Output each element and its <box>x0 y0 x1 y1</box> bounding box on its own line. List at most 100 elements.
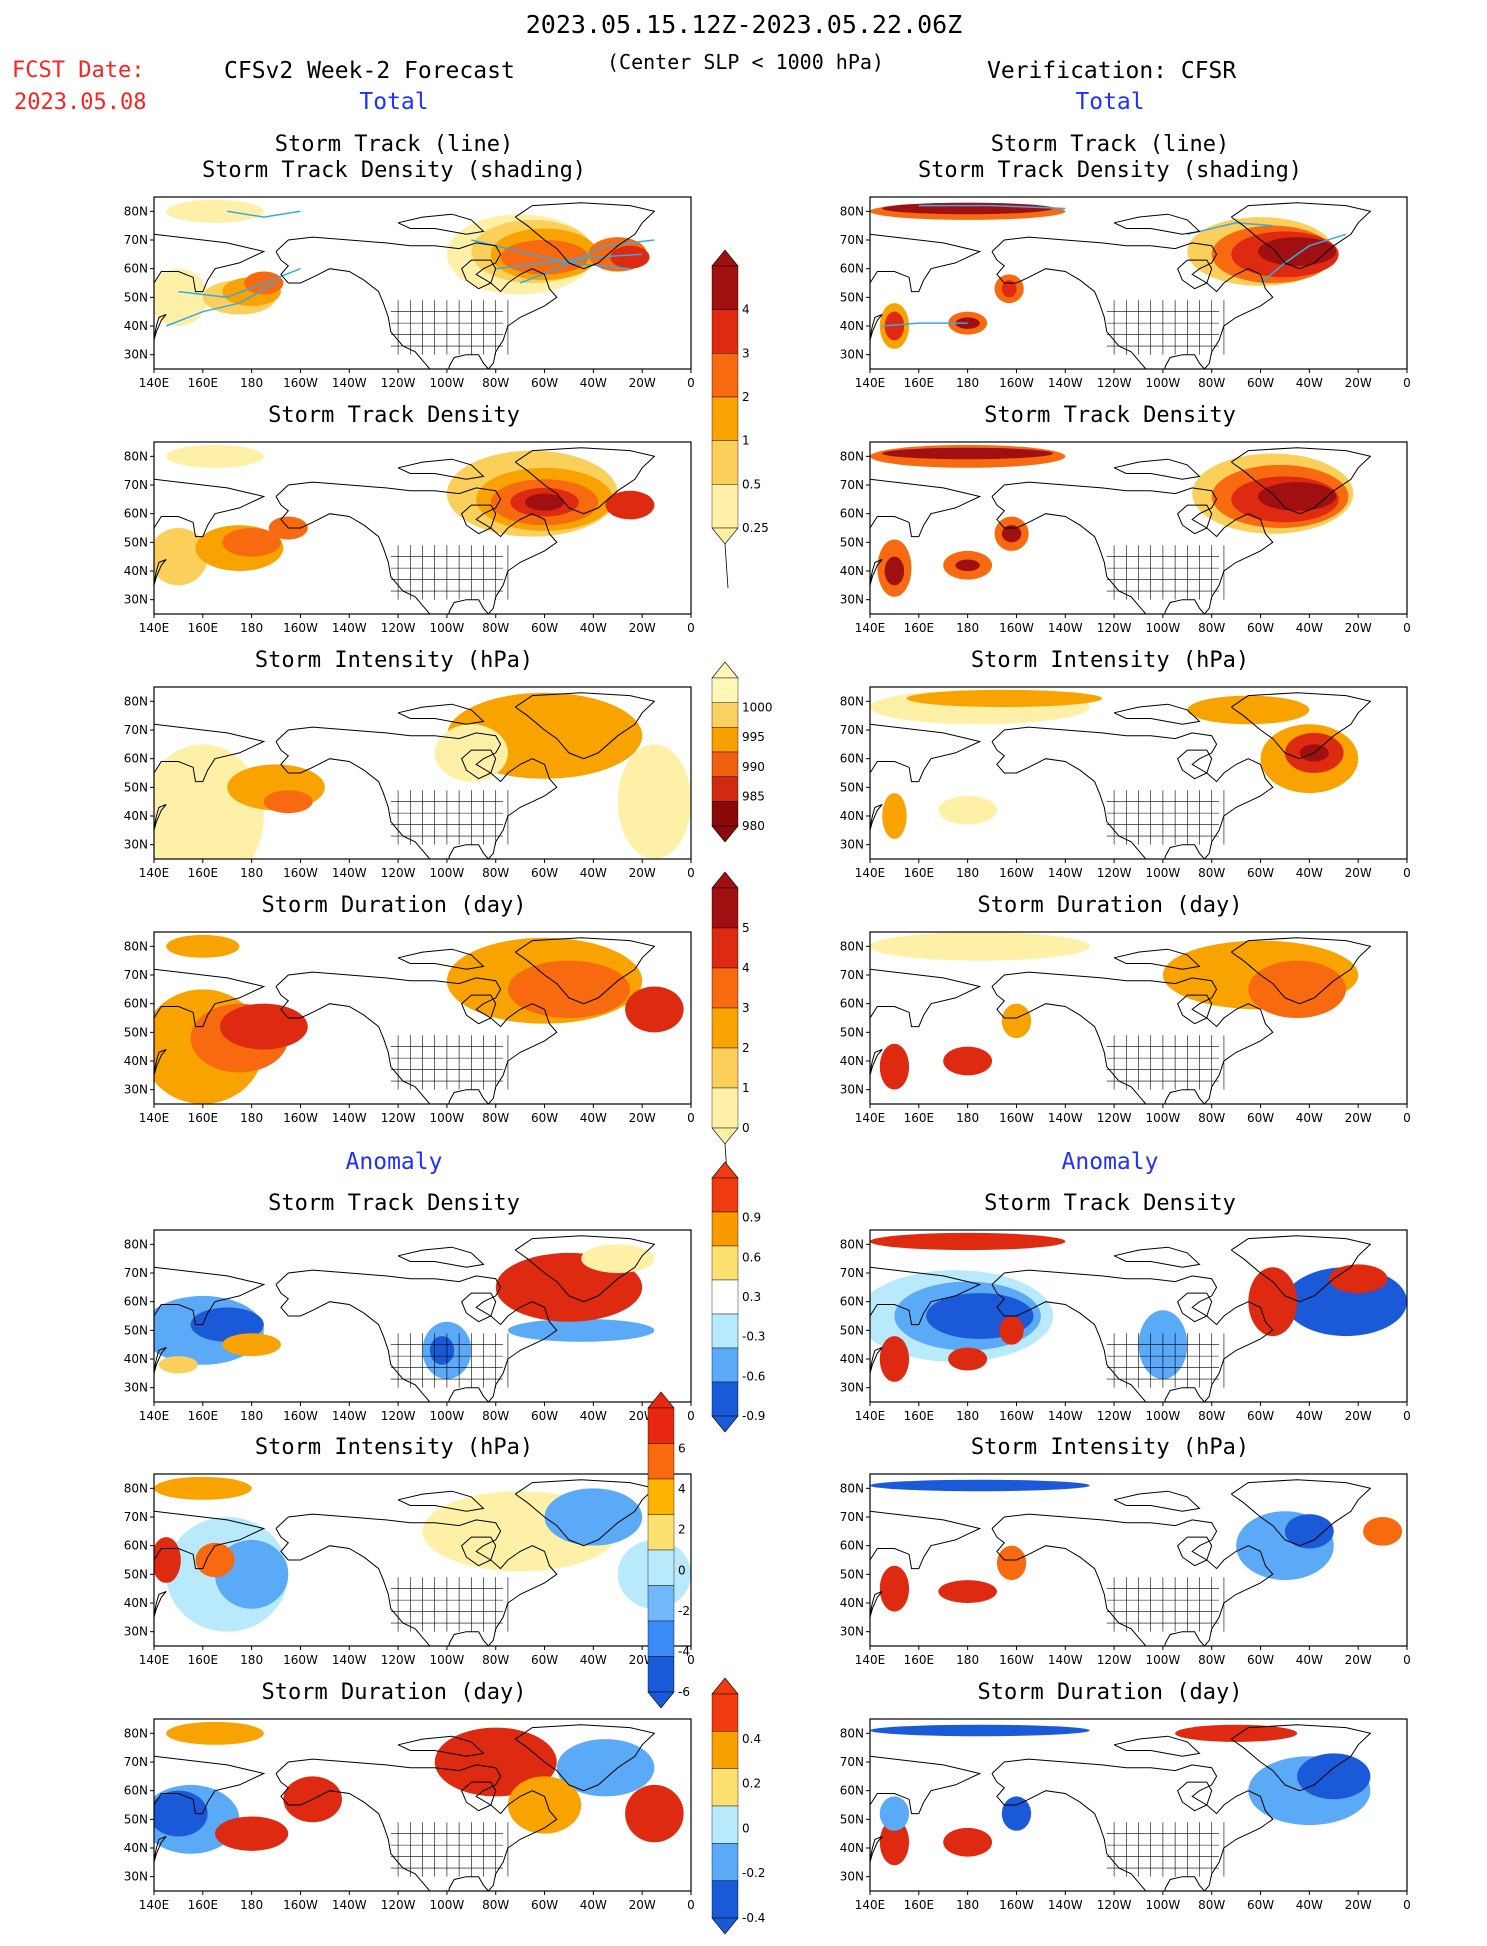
colorbar-swatch <box>647 1514 675 1551</box>
field-blob <box>215 1816 289 1851</box>
title-duration-left: Storm Duration (day) <box>261 893 527 918</box>
lon-tick-label: 160W <box>999 1898 1034 1912</box>
lon-tick-label: 80W <box>482 1111 509 1125</box>
forecast-title: CFSv2 Week-2 Forecast <box>224 58 515 84</box>
field-blob <box>154 1790 208 1837</box>
lon-tick-label: 120W <box>1097 621 1132 635</box>
coastline <box>1231 202 1372 270</box>
field-blob <box>882 202 1054 215</box>
lon-tick-label: 80W <box>1198 866 1225 880</box>
field-blob <box>1175 1724 1298 1742</box>
storm-track-line <box>1187 222 1273 236</box>
coastline <box>1177 749 1213 780</box>
lon-tick-label: 60W <box>1247 1409 1274 1423</box>
storm-track-line <box>495 253 643 270</box>
field-blob <box>884 556 905 586</box>
title-track-right: Storm Track (line) <box>990 132 1230 157</box>
colorbar-label: -0.4 <box>742 1911 765 1925</box>
lat-tick-label: 30N <box>840 1870 864 1884</box>
lon-tick-label: 100W <box>1146 1898 1181 1912</box>
colorbar-label: 2 <box>742 390 750 404</box>
coastline <box>154 559 167 586</box>
lat-tick-label: 70N <box>840 1266 864 1280</box>
colorbar-duration-total: 5 4 3 2 1 0 <box>700 870 790 1200</box>
colorbar-label: 0.3 <box>742 1290 761 1304</box>
lon-tick-label: 80W <box>1198 376 1225 390</box>
coastline <box>154 1591 167 1618</box>
lon-tick-label: 180 <box>956 1653 979 1667</box>
colorbar-swatch <box>711 1245 739 1281</box>
lon-tick-label: 20W <box>629 1898 656 1912</box>
lat-tick-label: 30N <box>124 1083 148 1097</box>
coastline <box>461 749 497 780</box>
coastline <box>154 1836 167 1863</box>
coastline <box>870 1591 883 1618</box>
coastline <box>154 1049 167 1076</box>
lon-tick-label: 60W <box>531 866 558 880</box>
coastline <box>461 994 497 1025</box>
lat-tick-label: 50N <box>840 1025 864 1039</box>
lat-tick-label: 80N <box>124 1237 148 1251</box>
map-frame <box>869 441 1408 615</box>
lon-tick-label: 140E <box>855 376 886 390</box>
colorbar-label: 3 <box>742 346 750 360</box>
lon-tick-label: 40W <box>580 1111 607 1125</box>
lat-tick-label: 60N <box>840 752 864 766</box>
lat-tick-label: 50N <box>124 1323 148 1337</box>
field-blob <box>507 1318 655 1342</box>
coastline <box>154 968 266 1028</box>
coastline <box>1113 1490 1201 1512</box>
lat-tick-label: 80N <box>840 1726 864 1740</box>
coastline <box>397 458 485 480</box>
field-blob <box>507 1776 582 1834</box>
subtitle-track-right: Storm Track Density (shading) <box>917 158 1303 183</box>
coastline <box>1113 213 1201 235</box>
lat-tick-label: 30N <box>840 1625 864 1639</box>
storm-track-line <box>227 210 301 218</box>
map-frame <box>869 686 1408 860</box>
lon-tick-label: 160W <box>999 1653 1034 1667</box>
lon-tick-label: 180 <box>956 1111 979 1125</box>
field-blob <box>996 1545 1027 1581</box>
colorbar-swatch <box>711 927 739 969</box>
lat-tick-label: 30N <box>124 1381 148 1395</box>
field-blob <box>1001 525 1022 543</box>
coastline <box>461 1292 497 1323</box>
lon-tick-label: 160E <box>904 1898 935 1912</box>
lon-tick-label: 80W <box>1198 1111 1225 1125</box>
lon-tick-label: 0 <box>1403 1898 1411 1912</box>
coastline <box>870 804 883 831</box>
lon-tick-label: 0 <box>1403 621 1411 635</box>
colorbar-label: 0 <box>742 1121 750 1135</box>
lon-tick-label: 100W <box>1146 1653 1181 1667</box>
field-blob <box>1363 1517 1403 1546</box>
colorbar-label: 5 <box>742 921 750 935</box>
colorbar-swatch <box>711 677 739 703</box>
lon-tick-label: 160W <box>283 621 318 635</box>
lat-tick-label: 80N <box>840 939 864 953</box>
colorbar-swatch <box>711 1177 739 1213</box>
coastline <box>515 1235 656 1303</box>
field-blob <box>943 1827 993 1857</box>
lon-tick-label: 60W <box>531 1653 558 1667</box>
lat-tick-label: 80N <box>840 1237 864 1251</box>
lon-tick-label: 160E <box>904 1409 935 1423</box>
lat-tick-label: 50N <box>840 1323 864 1337</box>
lon-tick-label: 160W <box>999 866 1034 880</box>
coastline <box>461 1536 497 1567</box>
lat-tick-label: 30N <box>840 593 864 607</box>
lon-tick-label: 160E <box>188 1653 219 1667</box>
colorbar-swatch <box>711 702 739 728</box>
lat-tick-label: 50N <box>840 290 864 304</box>
lon-tick-label: 140E <box>855 1653 886 1667</box>
lat-tick-label: 40N <box>840 1841 864 1855</box>
colorbar-swatch <box>711 1731 739 1769</box>
lon-tick-label: 140W <box>332 1409 367 1423</box>
lon-tick-label: 140E <box>855 1898 886 1912</box>
field-blob <box>879 1336 910 1382</box>
field-blob <box>195 1542 235 1578</box>
map-intensity-anomaly-forecast: 80N 70N 60N 50N 40N 30N 140E 160E 180 160W 140W 120… <box>124 1468 695 1680</box>
coastline <box>1231 447 1372 515</box>
coastline <box>870 478 982 538</box>
lat-tick-label: 30N <box>840 348 864 362</box>
